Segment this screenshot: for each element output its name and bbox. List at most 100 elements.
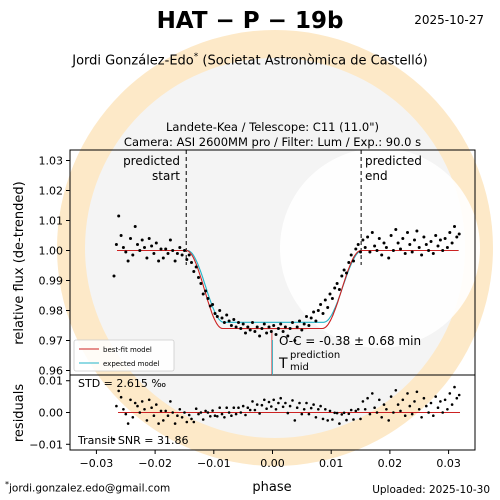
residual-points xyxy=(112,385,461,441)
x-tick-label: −0.02 xyxy=(138,457,172,470)
residual-point xyxy=(403,414,407,418)
flux-point xyxy=(255,325,259,329)
residual-point xyxy=(455,396,459,400)
residual-point xyxy=(197,412,200,416)
residual-point xyxy=(439,400,442,403)
residual-point xyxy=(239,411,243,414)
flux-point xyxy=(241,322,245,326)
residual-point xyxy=(321,417,325,421)
flux-point xyxy=(237,321,240,324)
main-y-tick-label: 1.02 xyxy=(39,185,64,198)
residual-point xyxy=(417,408,421,411)
flux-point xyxy=(417,246,421,249)
residual-point xyxy=(255,403,259,406)
residual-point xyxy=(213,414,217,418)
flux-point xyxy=(321,312,325,315)
residual-point xyxy=(251,400,254,403)
tmid-superscript: prediction xyxy=(290,350,340,361)
flux-point xyxy=(157,259,161,263)
residual-point xyxy=(345,418,348,422)
flux-point xyxy=(438,238,442,242)
residual-point xyxy=(366,396,369,400)
flux-point xyxy=(431,252,435,255)
flux-point xyxy=(375,249,379,252)
residual-point xyxy=(180,416,184,419)
flux-point xyxy=(248,328,252,332)
residual-point xyxy=(354,409,358,413)
residual-point xyxy=(267,400,271,404)
flux-point xyxy=(140,238,144,242)
camera-line: Camera: ASI 2600MM pro / Filter: Lum / E… xyxy=(123,135,422,149)
flux-point xyxy=(300,328,304,332)
flux-point xyxy=(190,261,193,264)
flux-point xyxy=(359,250,362,254)
flux-point xyxy=(450,241,454,245)
residual-point xyxy=(408,404,412,408)
residual-point xyxy=(396,403,400,406)
main-y-tick-label: 0.99 xyxy=(39,275,64,288)
flux-point xyxy=(215,315,219,318)
oc-label: O-C = -0.38 ± 0.68 min xyxy=(279,334,421,348)
predicted-end-label-2: end xyxy=(365,169,388,183)
residual-point xyxy=(394,389,398,392)
residual-y-tick-label: 0.01 xyxy=(39,375,64,388)
observer-mark: * xyxy=(193,52,199,62)
flux-point xyxy=(291,321,294,324)
residual-point xyxy=(206,411,210,414)
main-y-tick-label: 1.00 xyxy=(39,245,64,258)
flux-point xyxy=(453,225,456,228)
flux-point xyxy=(443,237,447,240)
flux-point xyxy=(154,241,158,245)
flux-point xyxy=(387,256,391,260)
flux-point xyxy=(143,246,146,249)
flux-point xyxy=(265,331,269,335)
residual-point xyxy=(324,408,327,411)
flux-point xyxy=(138,249,142,252)
email-text: jordi.gonzalez.edo@gmail.com xyxy=(9,482,171,495)
flux-point xyxy=(260,327,264,330)
upload-date: Uploaded: 2025-10-30 xyxy=(372,484,490,496)
residual-point xyxy=(138,411,142,414)
flux-point xyxy=(183,249,186,252)
residual-point xyxy=(399,409,402,413)
flux-point xyxy=(457,232,461,236)
flux-point xyxy=(251,321,254,324)
flux-point xyxy=(180,253,184,257)
residual-point xyxy=(387,419,391,422)
flux-point xyxy=(213,312,217,315)
flux-point xyxy=(124,250,128,254)
x-axis-label: phase xyxy=(252,480,291,495)
residual-point xyxy=(314,416,318,419)
flux-point xyxy=(246,325,250,329)
flux-point xyxy=(164,247,168,251)
residual-point xyxy=(380,416,384,419)
residual-point xyxy=(291,399,294,402)
residual-point xyxy=(410,412,414,416)
flux-point xyxy=(222,321,226,324)
flux-point xyxy=(298,319,301,323)
flux-point xyxy=(211,303,215,306)
observer-name: Jordi González-Edo xyxy=(72,53,194,69)
flux-point xyxy=(293,339,297,342)
residual-point xyxy=(453,385,456,389)
residual-point xyxy=(258,412,261,415)
std-label: STD = 2.615 ‰ xyxy=(78,377,166,390)
residual-point xyxy=(413,400,416,403)
residual-point xyxy=(363,408,367,411)
contact-email: *jordi.gonzalez.edo@gmail.com xyxy=(5,480,170,495)
flux-point xyxy=(185,258,189,261)
flux-point xyxy=(150,244,154,248)
residual-point xyxy=(131,416,135,419)
residual-point xyxy=(434,395,438,398)
residual-point xyxy=(300,412,304,416)
residual-point xyxy=(140,400,144,403)
residual-point xyxy=(328,409,332,413)
flux-point xyxy=(197,276,200,279)
residual-point xyxy=(178,408,182,411)
residual-point xyxy=(227,411,231,414)
residual-point xyxy=(155,403,158,406)
flux-point xyxy=(415,229,419,233)
flux-point xyxy=(305,315,308,318)
residual-point xyxy=(361,400,365,403)
residual-point xyxy=(342,411,346,415)
